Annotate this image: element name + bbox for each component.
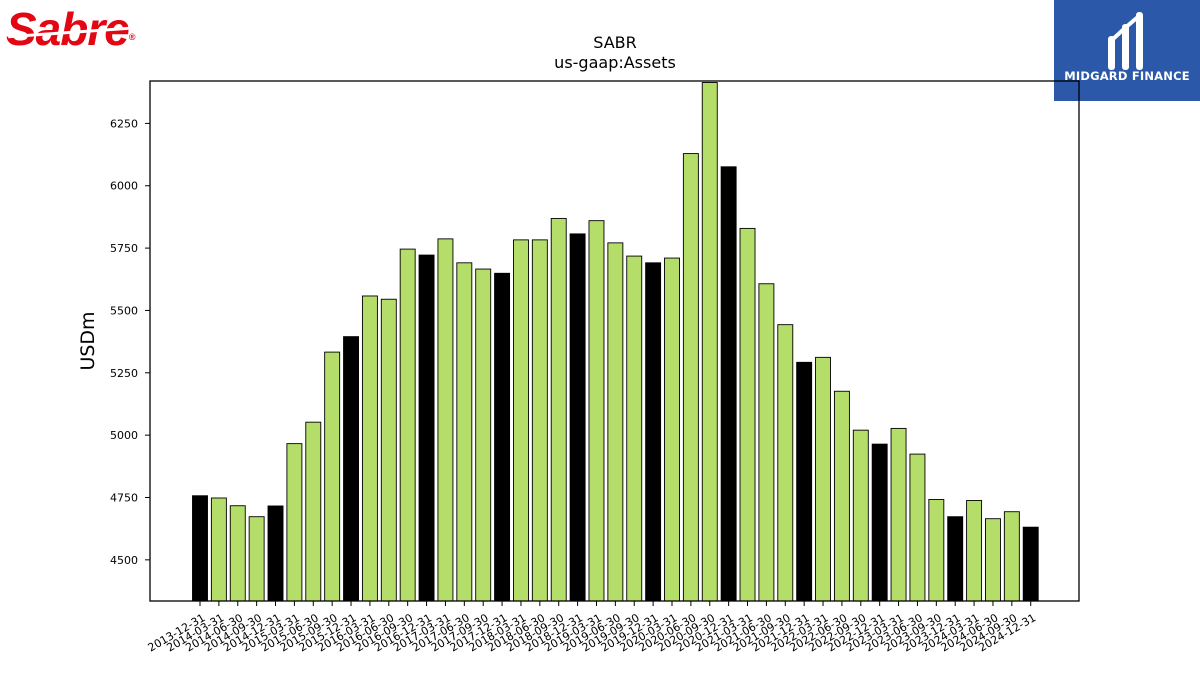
- bar-2017-09-30: [475, 268, 492, 602]
- bar-2019-12-31: [645, 262, 662, 602]
- bar-2018-03-31: [513, 239, 529, 602]
- bar-2018-12-31: [569, 233, 586, 602]
- chart-subtitle: us-gaap:Assets: [554, 53, 676, 72]
- bar-2021-06-30: [758, 283, 775, 602]
- bar-2019-06-30: [607, 242, 624, 602]
- bar-2023-06-30: [909, 453, 926, 602]
- y-tick-label: 5500: [110, 304, 138, 317]
- bar-2015-06-30: [305, 421, 322, 602]
- y-axis-label: USDm: [77, 311, 99, 370]
- bar-2024-12-31: [1022, 526, 1039, 602]
- bar-2022-12-31: [871, 443, 888, 602]
- sabre-logo-registered-mark: ®: [128, 32, 136, 42]
- y-tick-label: 5750: [110, 242, 138, 255]
- bar-2019-09-30: [626, 255, 643, 602]
- bar-2020-09-30: [701, 82, 718, 602]
- y-axis: 4500 4750 5000 5250 5500 5750 6000 6250: [110, 117, 150, 567]
- y-tick-label: 4500: [110, 554, 138, 567]
- bar-2014-03-31: [210, 497, 227, 602]
- bar-2016-03-31: [361, 295, 378, 602]
- y-tick-label: 5000: [110, 429, 138, 442]
- bar-2016-09-30: [399, 248, 416, 602]
- y-tick-label: 4750: [110, 491, 138, 504]
- bar-2013-12-31: [192, 495, 208, 602]
- bar-2020-03-31: [664, 257, 680, 602]
- plot-frame: [149, 80, 1080, 602]
- bar-2017-12-31: [494, 272, 511, 602]
- bar-2014-09-30: [248, 516, 265, 602]
- bar-2024-06-30: [985, 518, 1001, 602]
- bar-2021-12-31: [796, 361, 813, 602]
- bar-2024-09-30: [1003, 511, 1020, 602]
- bar-2018-09-30: [550, 217, 567, 602]
- midgard-finance-mark-icon: [1108, 12, 1143, 70]
- bar-2022-09-30: [852, 429, 869, 602]
- y-tick-label: 6000: [110, 180, 138, 193]
- bar-2015-12-31: [343, 336, 359, 602]
- bar-2023-12-31: [947, 516, 964, 602]
- y-tick-label: 6250: [110, 117, 138, 130]
- bar-2015-03-31: [286, 443, 303, 602]
- bar-2022-06-30: [833, 390, 850, 602]
- bar-2016-06-30: [380, 298, 397, 602]
- bar-2020-12-31: [720, 166, 737, 602]
- bar-2017-03-31: [437, 238, 454, 602]
- bar-2017-06-30: [456, 262, 473, 602]
- bar-2021-03-31: [739, 227, 756, 602]
- midgard-finance-logo: MIDGARD FINANCE: [1054, 0, 1200, 101]
- bar-series: [192, 82, 1039, 602]
- midgard-finance-name: MIDGARD FINANCE: [1064, 69, 1190, 83]
- bar-2020-06-30: [682, 153, 699, 602]
- bar-2016-12-31: [418, 254, 435, 602]
- bar-2019-03-31: [588, 220, 605, 602]
- bar-2024-03-31: [966, 500, 983, 602]
- bar-2018-06-30: [531, 239, 548, 602]
- sabre-logo: Sabre®: [6, 2, 158, 56]
- bar-2022-03-31: [815, 356, 831, 602]
- chart-title: SABR: [593, 33, 637, 52]
- bar-2023-03-31: [890, 427, 907, 602]
- x-axis: 2013-12-312014-03-312014-06-302014-09-30…: [146, 601, 1038, 654]
- y-tick-label: 5250: [110, 367, 138, 380]
- bar-2014-12-31: [267, 505, 284, 602]
- bar-2015-09-30: [324, 351, 341, 602]
- bar-2023-09-30: [928, 499, 945, 602]
- bar-2021-09-30: [777, 324, 794, 602]
- bar-2014-06-30: [229, 505, 246, 602]
